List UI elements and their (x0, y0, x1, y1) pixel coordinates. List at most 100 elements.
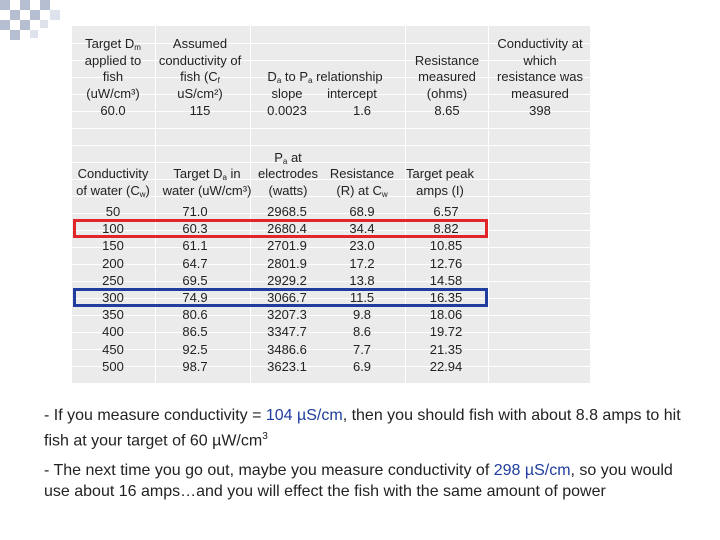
cell: 34.4 (349, 221, 375, 237)
grid-line (72, 332, 590, 333)
parameter-value: 0.0023 (267, 103, 307, 118)
text-segment: f (217, 76, 220, 86)
cell: 80.6 (182, 307, 208, 323)
text-segment: Target D (85, 35, 135, 51)
grid-line (72, 128, 590, 129)
grid-line (155, 26, 156, 383)
cell: 2701.9 (267, 238, 307, 254)
header-line: measured (511, 86, 569, 102)
text-segment: a (222, 173, 227, 183)
text-segment: Target D (173, 166, 223, 182)
cell: 300 (102, 290, 124, 305)
text-segment: resistance was (497, 69, 583, 85)
row-outline (73, 219, 488, 239)
text-segment: in (226, 166, 241, 182)
text-segment: electrodes (258, 166, 318, 182)
text-segment: water (uW/cm³) (162, 183, 252, 198)
header-line: Target Dm (85, 36, 141, 56)
grid-line (72, 77, 590, 78)
cell: 21.35 (429, 341, 463, 357)
cell: 61.1 (182, 238, 208, 254)
text-segment: at (287, 149, 302, 165)
header-line: slope (271, 86, 303, 101)
grid-line (72, 298, 590, 299)
note: - The next time you go out, maybe you me… (44, 460, 684, 502)
cell: 64.7 (182, 255, 208, 271)
cell: 100 (102, 221, 124, 237)
cell: 2929.2 (267, 272, 307, 288)
grid-line (72, 43, 590, 44)
cell: 86.5 (182, 324, 208, 340)
cell: 3207.3 (267, 307, 307, 323)
grid-line (72, 247, 590, 248)
column-header: (R) at Cw (336, 183, 387, 203)
grid-line (72, 94, 590, 95)
note-text: 104 µS/cm (265, 407, 343, 424)
text-segment: (ohms) (426, 86, 468, 101)
parameter-value: 398 (529, 103, 551, 118)
text-segment: fish (C (180, 69, 218, 85)
cell: 18.06 (429, 307, 463, 323)
cell: 69.5 (182, 272, 208, 288)
cell: 3347.7 (267, 324, 307, 340)
header-line: uS/cm²) (177, 86, 223, 102)
grid-line (72, 111, 590, 112)
cell: 71.0 (182, 204, 208, 219)
text-segment: Resistance (414, 52, 480, 68)
text-segment: Resistance (329, 166, 395, 182)
grid-line (72, 162, 590, 163)
header-line: fish (103, 69, 123, 85)
cell: 200 (102, 255, 124, 271)
cell: 3066.7 (267, 290, 307, 305)
text-segment: P (274, 149, 283, 165)
text-segment: Target peak (406, 166, 474, 182)
note: - If you measure conductivity = 104 µS/c… (44, 405, 684, 451)
cell: 2801.9 (267, 255, 307, 271)
grid-line (72, 315, 590, 316)
cell: 6.57 (433, 204, 459, 219)
column-header: water (uW/cm³) (163, 183, 252, 199)
cell: 16.35 (429, 290, 463, 305)
cell: 19.72 (429, 324, 463, 340)
header-line: Da to Pa relationship (267, 69, 382, 89)
header-line: conductivity of (159, 53, 241, 69)
column-header: Conductivity (78, 166, 149, 182)
cell: 22.94 (429, 358, 463, 374)
cell: 6.9 (352, 358, 372, 374)
grid-line (72, 179, 590, 180)
cell: 2968.5 (267, 204, 307, 219)
cell: 350 (102, 307, 124, 323)
cell: 8.82 (433, 221, 459, 237)
text-segment: w (139, 190, 146, 199)
text-segment: ) (145, 183, 150, 198)
text-segment: m (134, 42, 141, 52)
grid-line (72, 349, 590, 350)
cell: 11.5 (349, 290, 375, 305)
column-header: Resistance (330, 166, 394, 182)
header-line: measured (418, 69, 476, 85)
text-segment: (watts) (268, 183, 308, 198)
note-text: - If you measure conductivity = (44, 407, 266, 424)
column-header: Pa at (274, 150, 302, 170)
cell: 2680.4 (267, 221, 307, 237)
parameter-value: 60.0 (100, 103, 126, 118)
text-segment: w (381, 190, 388, 199)
text-segment: amps (I) (416, 183, 464, 198)
parameter-value: 8.65 (434, 103, 460, 118)
cell: 3486.6 (267, 341, 307, 357)
cell: 50 (105, 204, 121, 219)
column-header: electrodes (258, 166, 318, 182)
row-outline (73, 288, 488, 307)
cell: 8.6 (352, 324, 372, 340)
grid-line (72, 213, 590, 214)
column-header: amps (I) (416, 183, 464, 199)
cell: 400 (102, 324, 124, 340)
header-line: fish (Cf (180, 69, 220, 89)
text-segment: D (267, 69, 277, 84)
cell: 92.5 (182, 341, 208, 357)
text-segment: uS/cm²) (177, 86, 223, 101)
header-line: (uW/cm³) (86, 86, 139, 102)
text-segment: which (523, 52, 557, 68)
cell: 17.2 (349, 255, 375, 271)
note-text: 3 (262, 431, 268, 442)
